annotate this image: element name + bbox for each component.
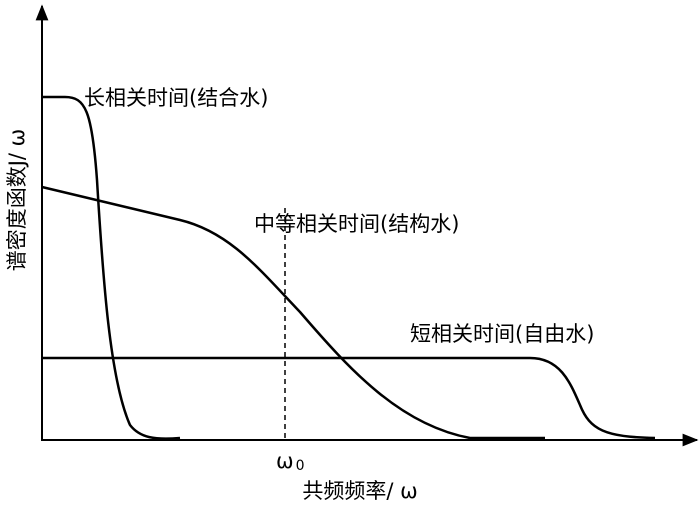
curve-label: 短相关时间(自由水): [410, 322, 594, 346]
long-curve: [42, 95, 181, 440]
curve-label: 长相关时间(结合水): [84, 86, 268, 110]
medium-curve: [41, 185, 545, 440]
short-curve: [42, 356, 656, 440]
x-marker-subscript: 0: [296, 458, 305, 474]
curve-label: 中等相关时间(结构水): [254, 212, 459, 236]
y-axis-label: 谱密度函数J/ ω: [5, 129, 29, 272]
x-axis-label: 共频频率/ ω: [302, 479, 417, 503]
x-marker-symbol: ω: [276, 449, 294, 473]
